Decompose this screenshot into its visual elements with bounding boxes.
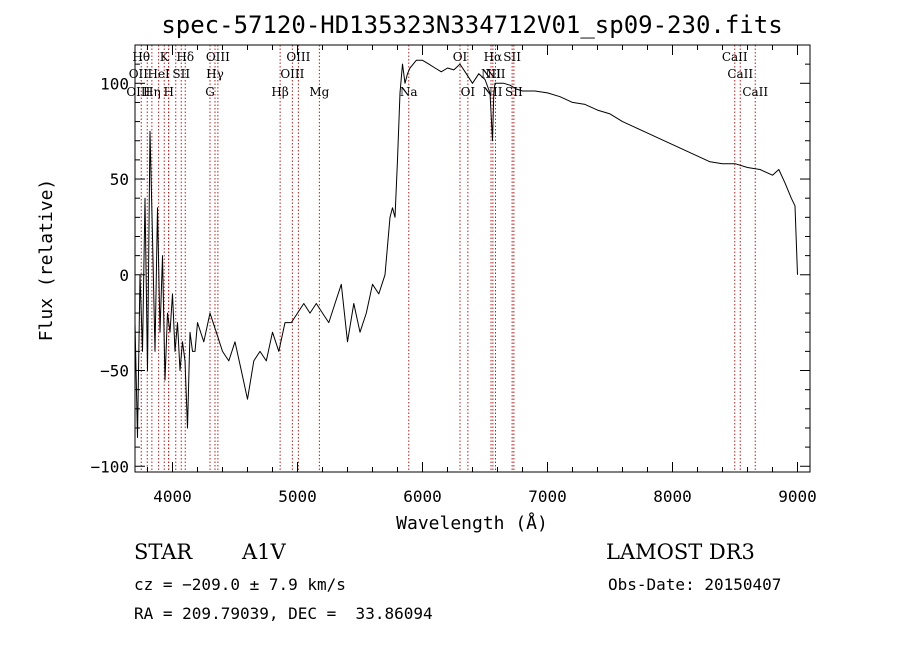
chart-title: spec-57120-HD135323N334712V01_sp09-230.f… [161, 11, 782, 39]
line-label: OIII [126, 85, 150, 99]
y-tick-label: −100 [90, 457, 129, 476]
redshift-readout: cz = −209.0 ± 7.9 km/s [134, 575, 346, 594]
line-label: NII [483, 85, 503, 99]
observation-date: Obs-Date: 20150407 [608, 575, 782, 594]
line-label: NII [486, 67, 506, 81]
flux-series-line [134, 59, 798, 438]
line-label: Hα [484, 50, 503, 64]
line-label: Hδ [176, 50, 194, 64]
line-label: OI [453, 50, 468, 64]
line-label: SII [503, 50, 521, 64]
line-label: Mg [309, 85, 329, 99]
line-label: K [160, 50, 170, 64]
line-label: CaII [727, 67, 753, 81]
x-tick-label: 7000 [528, 487, 567, 506]
y-tick-label: 100 [100, 74, 129, 93]
x-axis-label: Wavelength (Å) [396, 512, 548, 534]
x-tick-label: 9000 [778, 487, 817, 506]
emission-line-markers [140, 45, 756, 472]
line-label: Hθ [132, 50, 150, 64]
x-tick-label: 6000 [403, 487, 442, 506]
line-label: H [164, 85, 174, 99]
plot-frame [134, 44, 811, 473]
spectral-subclass: A1V [242, 540, 286, 564]
line-label: G [205, 85, 215, 99]
line-label: OII [129, 67, 149, 81]
line-label: OI [461, 85, 476, 99]
line-label: Hη [143, 85, 161, 99]
line-label: OIII [280, 67, 304, 81]
line-label: Na [400, 85, 418, 99]
line-label: OIII [286, 50, 310, 64]
object-class: STAR [134, 540, 193, 564]
y-tick-label: 50 [110, 170, 129, 189]
line-label: CaII [722, 50, 748, 64]
line-label: SII [172, 67, 190, 81]
survey-name: LAMOST DR3 [606, 540, 755, 564]
y-tick-label: −50 [100, 362, 129, 381]
x-tick-label: 8000 [653, 487, 692, 506]
y-axis-label: Flux (relative) [36, 179, 57, 342]
line-label: OIII [206, 50, 230, 64]
line-label: HeI [147, 67, 170, 81]
line-label: CaII [742, 85, 768, 99]
line-label: SII [505, 85, 523, 99]
line-label: NII [481, 67, 501, 81]
line-label: Hγ [206, 67, 224, 81]
line-label: Hβ [271, 85, 288, 99]
x-tick-label: 4000 [153, 487, 192, 506]
y-tick-label: 0 [119, 266, 129, 285]
x-axis-ticks: 4000 5000 6000 7000 8000 9000 [147, 45, 817, 506]
coordinates-readout: RA = 209.79039, DEC = 33.86094 [134, 604, 433, 623]
x-tick-label: 5000 [278, 487, 317, 506]
y-axis-ticks: −100 −50 0 50 100 [90, 63, 810, 476]
